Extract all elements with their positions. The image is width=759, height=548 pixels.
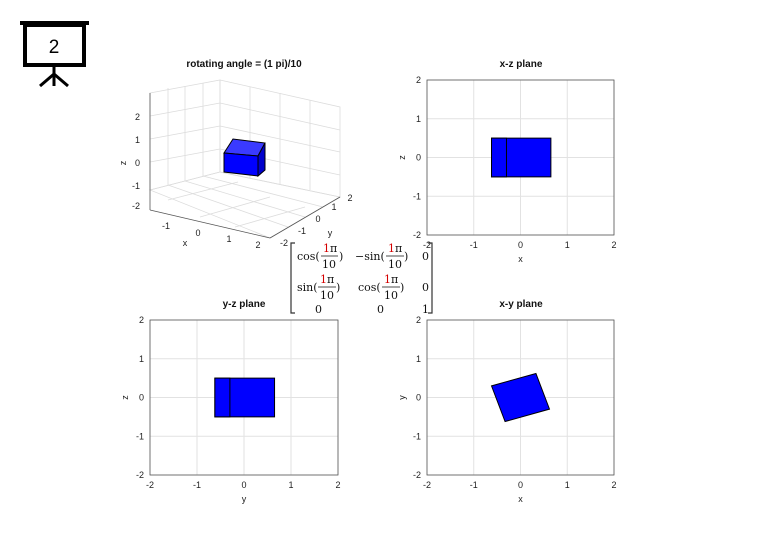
- x-tick: 2: [335, 480, 340, 490]
- z-tick: -2: [132, 201, 140, 211]
- y-tick: -2: [280, 238, 288, 248]
- y-axis-label: z: [397, 155, 407, 160]
- y-tick: -1: [298, 226, 306, 236]
- y-tick: -1: [413, 431, 421, 441]
- x-axis-label: x: [518, 254, 523, 264]
- matrix-cos-label: cos(: [297, 250, 320, 263]
- matrix-pi: π: [391, 273, 398, 286]
- y-tick: 2: [416, 315, 421, 325]
- y-tick: 0: [416, 153, 421, 163]
- matrix-paren: ): [339, 250, 343, 263]
- chart-xz-plane: -2 -1 0 1 2 2 1 0 -1 -2 x-z plane x z: [397, 59, 617, 264]
- rotation-matrix: cos( 1 π 10 ) −sin( 1 π 10 ) 0 sin( 1 π …: [290, 242, 433, 316]
- chart-title: x-y plane: [499, 299, 543, 310]
- chart-title-3d: rotating angle = (1 pi)/10: [186, 59, 302, 70]
- chart-title: x-z plane: [500, 59, 543, 70]
- box-face: [214, 377, 231, 418]
- y-tick: 1: [416, 354, 421, 364]
- y-axis-label: z: [120, 395, 130, 400]
- x-axis-label: y: [242, 494, 247, 504]
- x-tick: 1: [565, 480, 570, 490]
- y-tick: -1: [136, 431, 144, 441]
- x-tick: 0: [241, 480, 246, 490]
- y-axis-label: y: [397, 395, 407, 400]
- x-tick: 1: [226, 234, 231, 244]
- matrix-pi: π: [327, 273, 334, 286]
- x-tick: -2: [146, 480, 154, 490]
- presentation-board-icon[interactable]: 2: [20, 21, 89, 88]
- x-tick: -1: [470, 480, 478, 490]
- y-tick: 1: [331, 202, 336, 212]
- x-axis-label: x: [183, 238, 188, 248]
- x-tick: -2: [423, 480, 431, 490]
- y-tick: 1: [416, 114, 421, 124]
- chart-yz-plane: -2 -1 0 1 2 2 1 0 -1 -2 y-z plane y z: [120, 299, 341, 504]
- z-tick: 1: [135, 135, 140, 145]
- matrix-zero: 0: [422, 281, 429, 294]
- slide-number: 2: [49, 37, 60, 58]
- box-face: [490, 372, 551, 423]
- y-tick: -2: [413, 470, 421, 480]
- matrix-one: 1: [422, 303, 429, 316]
- matrix-angle-numerator: 1: [320, 273, 327, 286]
- matrix-angle-denominator: 10: [322, 258, 336, 271]
- matrix-pi: π: [330, 242, 337, 255]
- matrix-paren: ): [336, 281, 340, 294]
- x-tick: 2: [255, 240, 260, 250]
- x-tick: 2: [611, 480, 616, 490]
- y-tick: 0: [139, 393, 144, 403]
- z-tick: -1: [132, 181, 140, 191]
- y-axis-label: y: [328, 228, 333, 238]
- matrix-angle-numerator: 1: [388, 242, 395, 255]
- x-tick: -1: [470, 240, 478, 250]
- plot-frame: [426, 79, 615, 236]
- matrix-neg-sin-label: −sin(: [355, 250, 385, 263]
- x-tick: 0: [518, 240, 523, 250]
- y-tick: -1: [413, 191, 421, 201]
- y-tick: 2: [347, 193, 352, 203]
- matrix-pi: π: [395, 242, 402, 255]
- x-tick: -1: [162, 221, 170, 231]
- matrix-angle-denominator: 10: [384, 289, 398, 302]
- x-tick: 1: [288, 480, 293, 490]
- box-face: [491, 137, 507, 178]
- cube-3d: [223, 138, 266, 178]
- matrix-zero: 0: [422, 250, 429, 263]
- matrix-zero: 0: [315, 303, 322, 316]
- x-tick: -1: [193, 480, 201, 490]
- plot-frame: [426, 319, 615, 476]
- z-tick: 2: [135, 112, 140, 122]
- x-tick: 1: [565, 240, 570, 250]
- matrix-cos-label: cos(: [358, 281, 381, 294]
- x-tick: 0: [518, 480, 523, 490]
- matrix-zero: 0: [377, 303, 384, 316]
- matrix-paren: ): [404, 250, 408, 263]
- z-axis-label: z: [118, 160, 128, 165]
- y-tick: 0: [416, 393, 421, 403]
- y-tick: 2: [139, 315, 144, 325]
- matrix-angle-denominator: 10: [320, 289, 334, 302]
- x-tick: 2: [611, 240, 616, 250]
- x-tick: -2: [423, 240, 431, 250]
- y-tick: -2: [413, 230, 421, 240]
- y-tick: 2: [416, 75, 421, 85]
- x-tick: 0: [195, 228, 200, 238]
- matrix-angle-denominator: 10: [388, 258, 402, 271]
- matrix-angle-numerator: 1: [323, 242, 330, 255]
- y-tick: 0: [315, 214, 320, 224]
- z-tick: 0: [135, 158, 140, 168]
- chart-3d-view: rotating angle = (1 pi)/10: [118, 59, 353, 250]
- x-axis-label: x: [518, 494, 523, 504]
- matrix-paren: ): [400, 281, 404, 294]
- matrix-angle-numerator: 1: [384, 273, 391, 286]
- y-tick: 1: [139, 354, 144, 364]
- y-tick: -2: [136, 470, 144, 480]
- chart-title: y-z plane: [223, 299, 266, 310]
- grid-3d: [148, 79, 342, 239]
- matrix-sin-label: sin(: [297, 281, 318, 294]
- plot-frame: [149, 319, 339, 476]
